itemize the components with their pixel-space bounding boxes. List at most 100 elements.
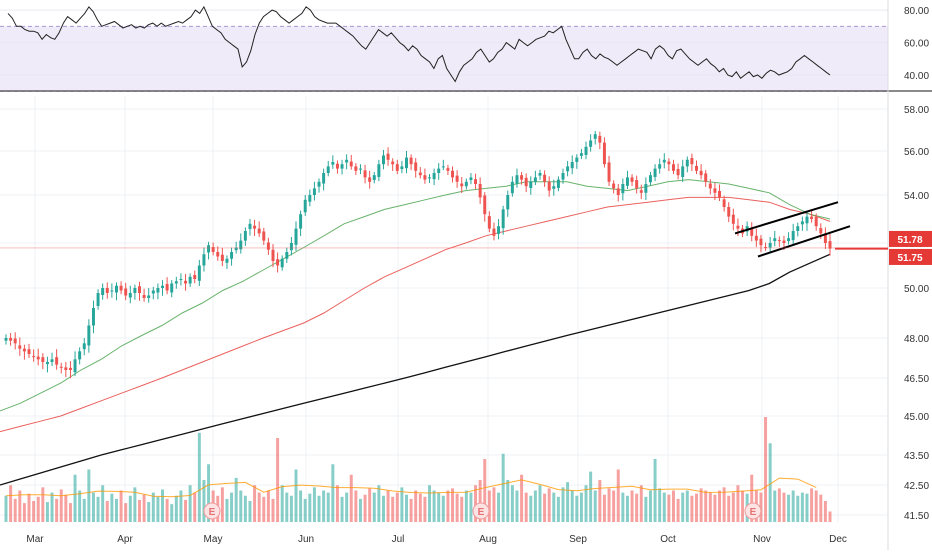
- candle-body: [188, 276, 192, 284]
- volume-bar: [41, 487, 45, 522]
- candle-body: [151, 290, 155, 294]
- price-label-box: [889, 248, 932, 265]
- volume-bar: [257, 492, 261, 522]
- candle-body: [506, 195, 510, 210]
- candle-body: [750, 228, 754, 236]
- candle-body: [800, 221, 804, 225]
- candle-body: [510, 181, 514, 194]
- volume-bar: [464, 490, 468, 522]
- volume-bar: [73, 474, 77, 522]
- volume-bar: [170, 504, 174, 522]
- candle-body: [363, 170, 367, 178]
- volume-bar: [303, 498, 307, 522]
- candle-body: [105, 288, 109, 293]
- candle-body: [432, 173, 436, 180]
- candle-body: [391, 161, 395, 165]
- volume-bar: [239, 490, 243, 522]
- price-tick-label: 42.50: [904, 481, 929, 492]
- volume-bar: [635, 493, 639, 522]
- candle-body: [36, 356, 40, 360]
- volume-bar: [570, 490, 574, 522]
- channel-lower-line: [757, 225, 851, 258]
- candle-body: [101, 288, 105, 295]
- candle-body: [579, 153, 583, 156]
- volume-bar: [202, 480, 206, 522]
- time-x-axis: Mar Apr May Jun Jul Aug Sep Oct Nov Dec: [26, 534, 847, 545]
- volume-bar: [110, 493, 114, 522]
- candle-body: [639, 190, 643, 193]
- rsi-line: [7, 5, 831, 83]
- candle-body: [294, 228, 298, 245]
- price-tick-label: 54.00: [904, 191, 929, 202]
- candle-body: [322, 173, 326, 184]
- volume-bar: [520, 474, 524, 522]
- volume-bar: [741, 490, 745, 522]
- volume-bar: [644, 496, 648, 522]
- volume-bar: [579, 492, 583, 522]
- moving-averages: [0, 179, 831, 486]
- candle-body: [653, 168, 657, 177]
- candle-body: [193, 274, 197, 279]
- price-label-text: 51.78: [897, 235, 922, 246]
- volume-bar: [289, 495, 293, 522]
- volume-bar: [750, 474, 754, 522]
- volume-bar: [340, 496, 344, 522]
- candle-body: [428, 177, 431, 179]
- volume-bar: [322, 490, 326, 522]
- volume-bar: [616, 469, 620, 522]
- candle-body: [276, 259, 280, 266]
- volume-bar: [828, 511, 832, 522]
- volume-bar: [18, 490, 22, 522]
- volume-bar: [253, 485, 257, 522]
- candle-body: [418, 172, 422, 176]
- price-tick-label: 43.50: [904, 451, 929, 462]
- volume-bar: [441, 495, 445, 522]
- volume-bar: [381, 495, 385, 522]
- price-panel[interactable]: 41.5042.5043.5045.0046.5048.0050.0052.00…: [0, 96, 932, 545]
- candle-body: [690, 158, 694, 165]
- candle-body: [59, 366, 63, 368]
- candle-body: [791, 231, 795, 241]
- candle-body: [814, 217, 818, 227]
- candle-body: [478, 184, 482, 198]
- candle-body: [96, 293, 100, 306]
- rsi-y-axis: 40.00 60.00 80.00: [904, 6, 929, 82]
- volume-bar: [768, 443, 772, 522]
- volume-bar: [487, 490, 491, 522]
- volume-bar: [22, 503, 26, 522]
- volume-bar: [128, 495, 132, 522]
- candle-body: [128, 293, 132, 298]
- candle-body: [13, 338, 17, 344]
- volume-bar: [685, 490, 689, 522]
- volume-bar: [731, 492, 735, 522]
- volume-bar: [648, 490, 652, 522]
- volume-bar: [759, 492, 763, 522]
- price-tick-label: 41.50: [904, 511, 929, 522]
- candle-body: [543, 174, 547, 182]
- candle-body: [644, 184, 648, 193]
- volume-bar: [561, 487, 565, 522]
- price-tick-label: 50.00: [904, 284, 929, 295]
- volume-bar: [533, 490, 537, 522]
- candle-body: [377, 164, 381, 177]
- candle-body: [561, 173, 565, 180]
- earnings-marker-label: E: [209, 507, 216, 518]
- candle-body: [257, 228, 261, 234]
- candle-body: [460, 183, 464, 187]
- volume-bar: [156, 496, 160, 522]
- rsi-tick-label: 40.00: [904, 71, 929, 82]
- volume-bar: [59, 489, 63, 522]
- candle-body: [289, 243, 293, 251]
- rsi-panel[interactable]: 40.00 60.00 80.00: [0, 5, 929, 92]
- volume-bar: [354, 490, 358, 522]
- candle-body: [810, 216, 814, 219]
- volume-bar: [722, 487, 726, 522]
- candle-body: [216, 252, 220, 257]
- candle-body: [819, 228, 823, 234]
- candle-body: [497, 226, 501, 234]
- candle-body: [114, 285, 118, 293]
- month-tick-label: May: [204, 534, 223, 545]
